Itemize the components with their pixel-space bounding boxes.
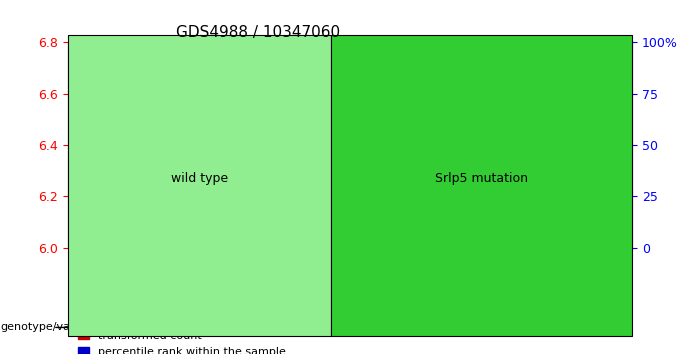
Bar	[304, 137, 321, 248]
Text: GSM921336: GSM921336	[458, 251, 468, 307]
FancyBboxPatch shape	[520, 248, 557, 306]
Bar	[568, 143, 584, 248]
Text: GSM921338: GSM921338	[533, 251, 543, 307]
Bar	[229, 166, 245, 248]
Text: GSM921339: GSM921339	[571, 251, 581, 307]
Text: GSM921340: GSM921340	[609, 251, 619, 307]
Text: GSM921328: GSM921328	[157, 251, 167, 307]
Bar	[116, 127, 133, 248]
Bar	[492, 153, 509, 248]
Legend: transformed count, percentile rank within the sample: transformed count, percentile rank withi…	[73, 326, 290, 354]
Text: GSM921335: GSM921335	[420, 251, 430, 307]
Text: GSM921334: GSM921334	[383, 251, 393, 307]
Bar	[605, 137, 622, 248]
Bar	[455, 155, 471, 248]
Bar	[417, 243, 434, 248]
Text: Srlp5 mutation: Srlp5 mutation	[435, 172, 528, 185]
Bar	[342, 94, 358, 248]
Text: GSM921330: GSM921330	[233, 251, 242, 307]
Text: GSM921333: GSM921333	[345, 251, 355, 307]
FancyBboxPatch shape	[557, 248, 595, 306]
Bar	[154, 94, 171, 248]
FancyBboxPatch shape	[218, 248, 256, 306]
FancyBboxPatch shape	[331, 248, 369, 306]
FancyBboxPatch shape	[482, 248, 520, 306]
FancyBboxPatch shape	[68, 248, 105, 306]
Bar	[78, 161, 95, 248]
Text: genotype/variation: genotype/variation	[0, 322, 106, 332]
Text: GSM921329: GSM921329	[194, 251, 205, 307]
Text: GSM921332: GSM921332	[307, 251, 318, 307]
Bar	[267, 230, 284, 248]
Bar	[530, 137, 547, 248]
Bar	[191, 102, 208, 248]
FancyBboxPatch shape	[407, 248, 444, 306]
FancyBboxPatch shape	[595, 248, 632, 306]
FancyBboxPatch shape	[181, 248, 218, 306]
Text: wild type: wild type	[171, 172, 228, 185]
Text: GSM921331: GSM921331	[270, 251, 280, 307]
Bar	[379, 194, 396, 248]
FancyBboxPatch shape	[444, 248, 482, 306]
Text: GSM921326: GSM921326	[82, 251, 92, 307]
Text: GSM921337: GSM921337	[496, 251, 506, 307]
FancyBboxPatch shape	[143, 248, 181, 306]
FancyBboxPatch shape	[294, 248, 331, 306]
FancyBboxPatch shape	[105, 248, 143, 306]
Text: GSM921327: GSM921327	[120, 251, 129, 307]
FancyBboxPatch shape	[369, 248, 407, 306]
Text: GDS4988 / 10347060: GDS4988 / 10347060	[176, 25, 341, 40]
FancyBboxPatch shape	[256, 248, 294, 306]
